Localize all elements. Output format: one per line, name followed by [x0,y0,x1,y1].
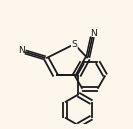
Text: S: S [71,40,77,49]
Text: N: N [18,46,25,55]
Text: N: N [90,29,97,38]
